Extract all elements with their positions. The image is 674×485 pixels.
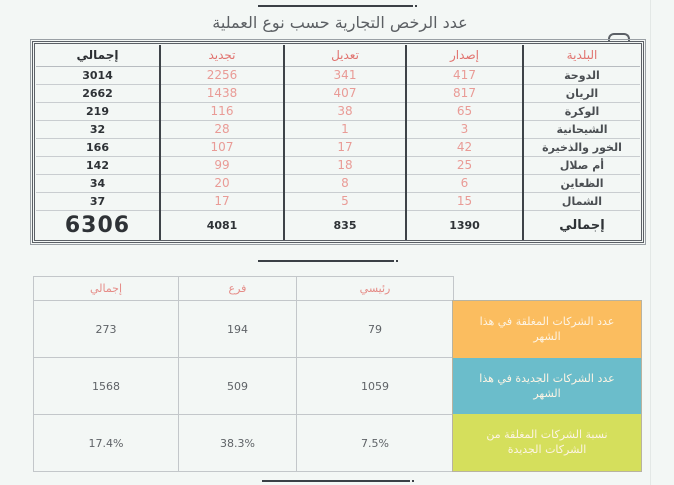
table-row: 273 194 79 [33, 300, 454, 358]
total-modification: 835 [283, 210, 406, 240]
cell-total: 17.4% [33, 414, 179, 472]
cell-branch: 194 [178, 300, 297, 358]
licenses-board: البلدية إصدار تعديل تجديد إجمالي الدوحة … [30, 39, 646, 245]
totals-row: إجمالي 1390 835 4081 6306 [36, 210, 640, 240]
cell-municipality: الخور والذخيرة [522, 138, 640, 157]
middle-divider [258, 260, 398, 262]
table-row: الدوحة 417 341 2256 3014 [36, 66, 640, 85]
cell-municipality: الدوحة [522, 66, 640, 85]
label-closed-ratio: نسبة الشركات المغلقة من الشركات الجديدة [453, 414, 641, 471]
page-title: عدد الرخص التجارية حسب نوع العملية [212, 13, 468, 32]
cell-issuance: 25 [405, 156, 523, 175]
total-issuance: 1390 [405, 210, 523, 240]
table-row: 1568 509 1059 [33, 357, 454, 415]
page-edge-line [650, 0, 651, 485]
cell-total: 2662 [36, 84, 160, 103]
cell-branch: 509 [178, 357, 297, 415]
cell-total: 142 [36, 156, 160, 175]
table-row: الخور والذخيرة 42 17 107 166 [36, 138, 640, 157]
cell-branch: 38.3% [178, 414, 297, 472]
cell-total: 34 [36, 174, 160, 193]
row-labels: عدد الشركات المغلقة في هذا الشهر عدد الش… [452, 300, 642, 472]
cell-issuance: 6 [405, 174, 523, 193]
header-municipality: البلدية [522, 45, 640, 67]
totals-label: إجمالي [522, 210, 640, 240]
licenses-header-row: البلدية إصدار تعديل تجديد إجمالي [36, 45, 640, 67]
table-row: الشيحانية 3 1 28 32 [36, 120, 640, 139]
cell-renewal: 99 [159, 156, 284, 175]
table-row: الشمال 15 5 17 37 [36, 192, 640, 211]
cell-municipality: الوكرة [522, 102, 640, 121]
cell-total: 1568 [33, 357, 179, 415]
cell-issuance: 817 [405, 84, 523, 103]
header-renewal: تجديد [159, 45, 284, 67]
table-row: 17.4% 38.3% 7.5% [33, 414, 454, 472]
table-row: الظعاين 6 8 20 34 [36, 174, 640, 193]
cell-issuance: 417 [405, 66, 523, 85]
cell-municipality: الشمال [522, 192, 640, 211]
cell-total: 37 [36, 192, 160, 211]
cell-total: 3014 [36, 66, 160, 85]
cell-total: 32 [36, 120, 160, 139]
companies-table: إجمالي فرع رئيسي 273 194 79 1568 509 105… [33, 276, 454, 472]
header-main: رئيسي [296, 276, 454, 301]
licenses-table: البلدية إصدار تعديل تجديد إجمالي الدوحة … [36, 45, 640, 240]
cell-renewal: 20 [159, 174, 284, 193]
cell-modification: 341 [283, 66, 406, 85]
cell-modification: 407 [283, 84, 406, 103]
cell-municipality: الظعاين [522, 174, 640, 193]
cell-main: 7.5% [296, 414, 454, 472]
label-new-companies: عدد الشركات الجديدة في هذا الشهر [453, 357, 641, 414]
cell-issuance: 15 [405, 192, 523, 211]
cell-municipality: الريان [522, 84, 640, 103]
header-modification: تعديل [283, 45, 406, 67]
cell-total: 219 [36, 102, 160, 121]
cell-total: 273 [33, 300, 179, 358]
total-renewal: 4081 [159, 210, 284, 240]
cell-municipality: الشيحانية [522, 120, 640, 139]
grand-total: 6306 [64, 212, 131, 238]
cell-renewal: 1438 [159, 84, 284, 103]
cell-modification: 17 [283, 138, 406, 157]
cell-renewal: 28 [159, 120, 284, 139]
cell-renewal: 107 [159, 138, 284, 157]
header-total: إجمالي [36, 45, 160, 67]
cell-main: 79 [296, 300, 454, 358]
cell-main: 1059 [296, 357, 454, 415]
cell-modification: 1 [283, 120, 406, 139]
cell-renewal: 17 [159, 192, 284, 211]
table-row: الوكرة 65 38 116 219 [36, 102, 640, 121]
header-issuance: إصدار [405, 45, 523, 67]
cell-modification: 8 [283, 174, 406, 193]
label-closed-companies: عدد الشركات المغلقة في هذا الشهر [453, 301, 641, 358]
top-divider [258, 5, 417, 7]
cell-issuance: 3 [405, 120, 523, 139]
bottom-divider [262, 480, 414, 482]
cell-renewal: 116 [159, 102, 284, 121]
cell-renewal: 2256 [159, 66, 284, 85]
cell-modification: 18 [283, 156, 406, 175]
header-total: إجمالي [33, 276, 179, 301]
cell-municipality: أم صلال [522, 156, 640, 175]
cell-modification: 38 [283, 102, 406, 121]
table-row: أم صلال 25 18 99 142 [36, 156, 640, 175]
cell-issuance: 65 [405, 102, 523, 121]
clipboard-clip-icon [608, 33, 630, 44]
cell-modification: 5 [283, 192, 406, 211]
header-branch: فرع [178, 276, 297, 301]
companies-header-row: إجمالي فرع رئيسي [33, 276, 454, 301]
table-row: الريان 817 407 1438 2662 [36, 84, 640, 103]
cell-total: 166 [36, 138, 160, 157]
cell-issuance: 42 [405, 138, 523, 157]
